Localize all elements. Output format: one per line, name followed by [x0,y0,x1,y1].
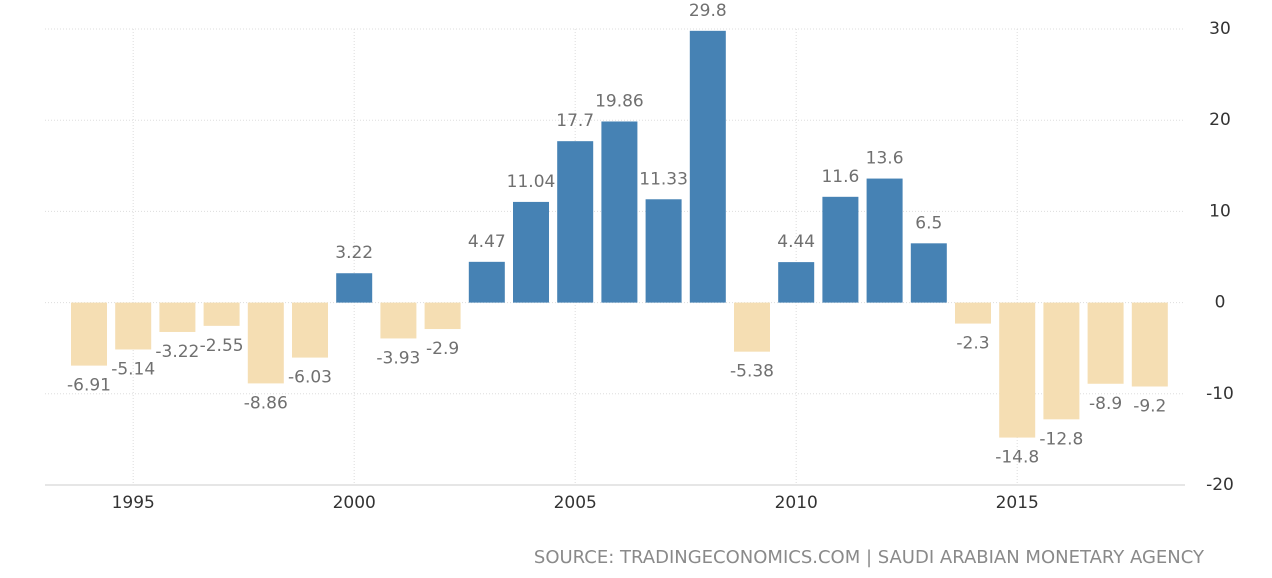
x-tick-label: 1995 [112,493,155,513]
source: SOURCE: TRADINGECONOMICS.COM | SAUDI ARA… [534,547,1205,568]
data-label: -14.8 [995,448,1039,468]
data-label: 11.6 [821,167,859,187]
bar [778,262,815,303]
data-label: 19.86 [595,91,644,111]
bar [424,302,461,330]
data-label: 29.8 [689,1,727,21]
bar [689,30,726,303]
bar [557,141,594,303]
bar [71,302,107,366]
y-tick-label: 10 [1209,201,1231,221]
data-label: 4.47 [468,232,506,252]
bar [203,302,240,326]
bar [292,302,328,358]
data-label: -9.2 [1133,397,1166,417]
x-tick-label: 2005 [554,493,597,513]
data-label: 6.5 [915,213,942,233]
y-tick-label: -10 [1206,384,1234,404]
x-tick-label: 2000 [333,493,376,513]
data-label: -6.91 [67,376,111,396]
data-label: 4.44 [777,232,815,252]
bar [822,196,859,303]
bar [910,243,947,303]
data-label: 17.7 [556,111,594,131]
bar [380,302,417,339]
bar [645,199,682,303]
data-label: -5.38 [730,362,774,382]
bar [247,302,284,384]
bar [955,302,991,324]
bar [734,302,770,352]
bar [468,261,505,303]
x-tick-label: 2010 [775,493,818,513]
data-label: -12.8 [1039,429,1083,449]
data-label: -6.03 [288,368,332,388]
data-label: -8.86 [244,393,288,413]
y-tick-label: 0 [1215,293,1226,313]
data-label: 13.6 [866,149,904,169]
y-tick-label: 30 [1209,19,1231,39]
bar [999,302,1036,438]
bar [866,178,903,303]
x-tick-label: 2015 [996,493,1039,513]
bar [115,302,152,350]
bar [1131,302,1168,387]
bar [1087,302,1124,384]
data-label: -5.14 [111,359,155,379]
data-label: 11.33 [639,169,688,189]
bar [1043,302,1080,420]
bar [159,302,196,332]
y-tick-label: 20 [1209,110,1231,130]
data-label: -2.3 [956,334,989,354]
data-label: 3.22 [335,243,373,263]
bar [336,273,373,303]
data-label: -3.22 [155,342,199,362]
y-tick-label: -20 [1206,475,1234,495]
bar [513,201,549,303]
data-label: -2.9 [426,339,459,359]
data-label: -2.55 [200,336,244,356]
bar [601,121,638,303]
data-label: 11.04 [507,172,556,192]
data-label: -8.9 [1089,394,1122,414]
data-label: -3.93 [376,348,420,368]
